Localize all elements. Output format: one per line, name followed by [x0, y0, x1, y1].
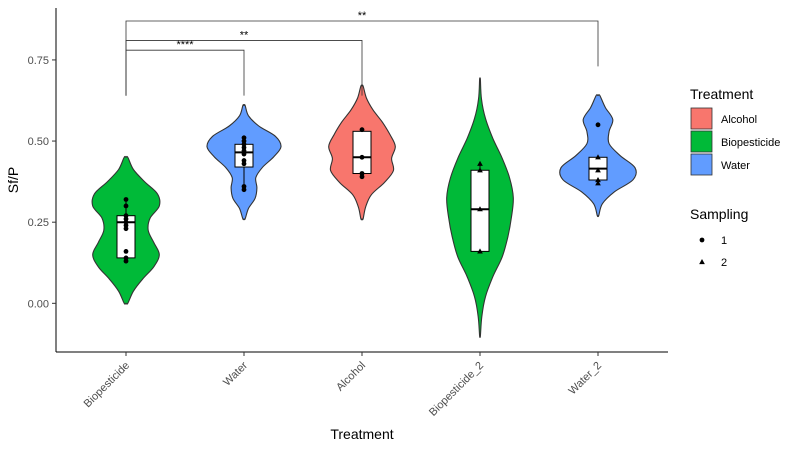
legend-item-water: Water	[690, 153, 750, 176]
violins-layer	[91, 77, 637, 338]
data-point-sampling-2	[595, 154, 601, 160]
x-axis-title: Treatment	[330, 426, 393, 442]
data-point-sampling-2	[595, 167, 601, 173]
x-tick-label-biopesticide-2: Biopesticide_2	[427, 360, 486, 419]
sig-bracket-biopesticide-water: ****	[125, 39, 245, 96]
legend-swatch-biopesticide	[690, 130, 713, 153]
legend-treatment-items: Alcohol Biopesticide Water	[690, 107, 780, 176]
x-tick-label-biopesticide: Biopesticide	[82, 360, 132, 410]
legend: Treatment Alcohol Biopesticide Water Sampl…	[690, 86, 780, 269]
legend-item-biopesticide: Biopesticide	[690, 130, 780, 153]
legend-sampling-title: Sampling	[690, 206, 748, 222]
significance-brackets: ********	[125, 10, 599, 96]
legend-circle-marker	[699, 237, 705, 243]
data-point-sampling-1	[595, 122, 601, 128]
sig-label: **	[358, 10, 367, 22]
legend-sampling-label: 2	[721, 257, 727, 269]
y-axis-title: Sf/P	[5, 167, 21, 193]
data-point-sampling-1	[123, 248, 129, 254]
violin-group-water	[206, 104, 282, 221]
data-point-sampling-1	[359, 154, 365, 160]
legend-treatment-title: Treatment	[690, 86, 753, 102]
x-tick-label-water-2: Water_2	[567, 360, 605, 398]
x-tick-label-water: Water	[221, 359, 250, 388]
sig-bracket-line	[125, 20, 599, 96]
data-point-sampling-1	[359, 171, 365, 176]
legend-sampling-item-2: 2	[699, 257, 727, 269]
x-tick-label-alcohol: Alcohol	[334, 360, 368, 394]
data-point-sampling-1	[123, 197, 129, 202]
y-tick-label: 0.75	[28, 55, 49, 67]
data-point-sampling-1	[241, 184, 247, 189]
box-alcohol	[352, 130, 372, 175]
data-point-sampling-1	[123, 255, 129, 261]
data-point-sampling-1	[359, 127, 365, 133]
legend-label-biopesticide: Biopesticide	[721, 137, 780, 149]
legend-sampling-label: 1	[721, 235, 727, 247]
sig-bracket-line	[125, 49, 245, 96]
violin-group-alcohol	[328, 84, 396, 221]
legend-item-alcohol: Alcohol	[690, 107, 757, 130]
data-point-sampling-1	[241, 135, 247, 141]
sig-label: **	[240, 29, 249, 41]
legend-label-water: Water	[721, 160, 750, 172]
violin-group-water-2	[559, 94, 637, 218]
legend-triangle-marker	[699, 259, 705, 265]
data-point-sampling-1	[123, 213, 129, 219]
data-point-sampling-2	[477, 160, 483, 166]
legend-swatch-alcohol	[690, 107, 713, 130]
violin-group-biopesticide	[91, 155, 161, 305]
y-tick-label: 0.50	[28, 136, 49, 148]
legend-sampling-items: 12	[699, 235, 727, 269]
x-ticks: Biopesticide Water Alcohol Biopesticide_2 Wa…	[82, 352, 604, 419]
y-ticks: 0.00 0.25 0.50 0.75	[28, 55, 56, 310]
legend-swatch-water	[690, 153, 713, 176]
data-point-sampling-2	[477, 206, 483, 212]
sig-bracket-biopesticide-water-2: **	[125, 10, 599, 96]
data-point-sampling-1	[241, 158, 247, 163]
data-point-sampling-1	[123, 203, 129, 209]
legend-sampling-item-1: 1	[699, 235, 727, 247]
data-point-sampling-2	[595, 177, 601, 183]
data-point-sampling-2	[477, 167, 483, 173]
y-tick-label: 0.25	[28, 217, 49, 229]
sig-label: ****	[176, 39, 194, 51]
y-tick-label: 0.00	[28, 298, 49, 310]
violin-group-biopesticide-2	[446, 77, 514, 338]
data-point-sampling-2	[477, 248, 483, 254]
data-point-sampling-2	[595, 180, 601, 186]
legend-label-alcohol: Alcohol	[721, 114, 757, 126]
